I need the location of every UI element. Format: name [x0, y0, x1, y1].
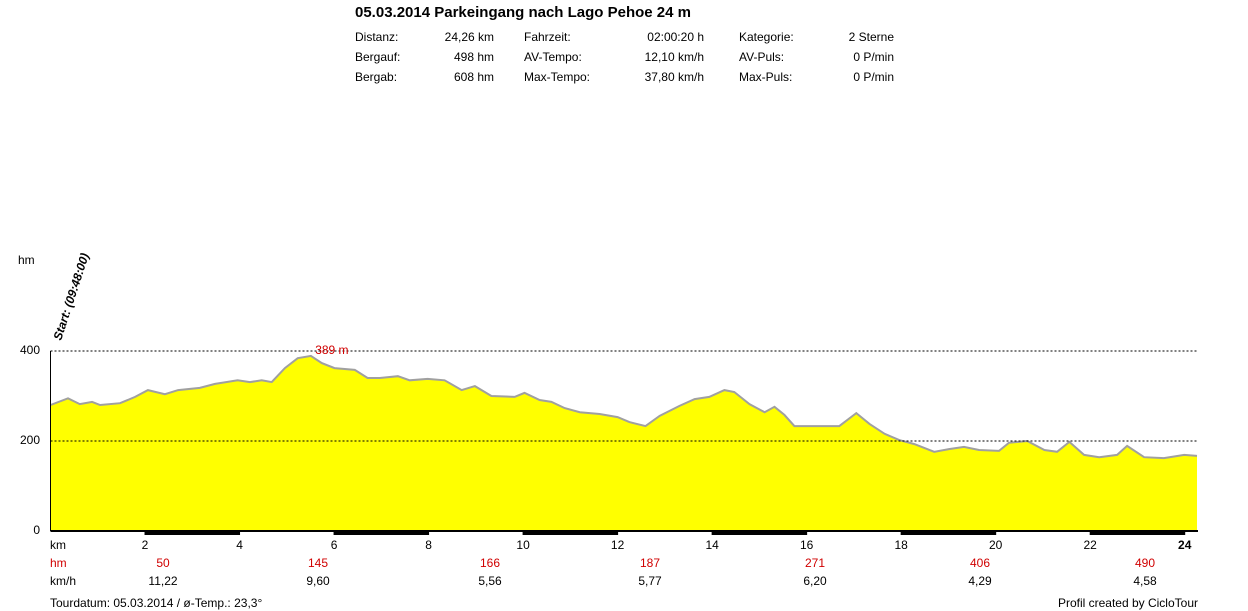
x-axis-label: km — [50, 538, 66, 552]
info-label: Bergauf: — [355, 50, 400, 64]
x-tick-label: 14 — [705, 538, 719, 552]
info-value: 608 hm — [454, 70, 494, 84]
info-label: Fahrzeit: — [524, 30, 571, 44]
x-tick-label: 2 — [142, 538, 149, 552]
row-value: 271 — [805, 556, 825, 570]
row-value: 187 — [640, 556, 660, 570]
row-value: 490 — [1135, 556, 1155, 570]
x-tick-label: 16 — [800, 538, 814, 552]
km-stripe — [1090, 531, 1185, 535]
row-value: 5,77 — [638, 574, 662, 588]
profile-line — [50, 354, 1198, 460]
km-stripe — [523, 531, 618, 535]
x-tick-label: 20 — [989, 538, 1003, 552]
x-tick-label: 22 — [1084, 538, 1098, 552]
info-label: Bergab: — [355, 70, 397, 84]
row-value: 4,29 — [968, 574, 992, 588]
row-value: 11,22 — [148, 574, 177, 588]
row-label: km/h — [50, 574, 76, 588]
x-tick-label: 10 — [516, 538, 530, 552]
row-value: 406 — [970, 556, 990, 570]
row-value: 4,58 — [1133, 574, 1157, 588]
info-value: 24,26 km — [445, 30, 494, 44]
info-value: 0 P/min — [853, 70, 894, 84]
info-value: 498 hm — [454, 50, 494, 64]
info-label: Kategorie: — [739, 30, 794, 44]
start-label: Start: (09:48:00) — [51, 251, 92, 342]
y-tick-label: 400 — [20, 343, 40, 357]
row-label: hm — [50, 556, 67, 570]
area — [50, 355, 1197, 531]
row-value: 6,20 — [803, 574, 827, 588]
row-value: 145 — [308, 556, 328, 570]
peak-label: 389 m — [315, 343, 348, 357]
footer-left: Tourdatum: 05.03.2014 / ø-Temp.: 23,3° — [50, 596, 262, 610]
info-label: Max-Puls: — [739, 70, 792, 84]
km-stripe — [712, 531, 807, 535]
info-label: AV-Puls: — [739, 50, 784, 64]
x-tick-label: 12 — [611, 538, 625, 552]
title: 05.03.2014 Parkeingang nach Lago Pehoe 2… — [355, 4, 691, 21]
y-tick-label: 200 — [20, 433, 40, 447]
row-value: 166 — [480, 556, 500, 570]
info-value: 02:00:20 h — [647, 30, 704, 44]
km-stripe — [334, 531, 429, 535]
km-stripe — [145, 531, 240, 535]
footer-right: Profil created by CicloTour — [1058, 596, 1198, 610]
info-label: Distanz: — [355, 30, 398, 44]
x-tick-label: 4 — [236, 538, 243, 552]
info-label: Max-Tempo: — [524, 70, 590, 84]
x-tick-label: 8 — [425, 538, 432, 552]
x-tick-label: 24 — [1178, 538, 1192, 552]
row-value: 5,56 — [478, 574, 502, 588]
info-label: AV-Tempo: — [524, 50, 582, 64]
row-value: 50 — [156, 556, 170, 570]
info-value: 37,80 km/h — [645, 70, 704, 84]
info-value: 0 P/min — [853, 50, 894, 64]
info-value: 12,10 km/h — [645, 50, 704, 64]
x-tick-label: 6 — [331, 538, 338, 552]
row-value: 9,60 — [306, 574, 330, 588]
x-tick-label: 18 — [894, 538, 908, 552]
info-value: 2 Sterne — [849, 30, 895, 44]
km-stripe — [901, 531, 996, 535]
y-axis-label: hm — [18, 253, 35, 267]
y-tick-label: 0 — [33, 523, 40, 537]
